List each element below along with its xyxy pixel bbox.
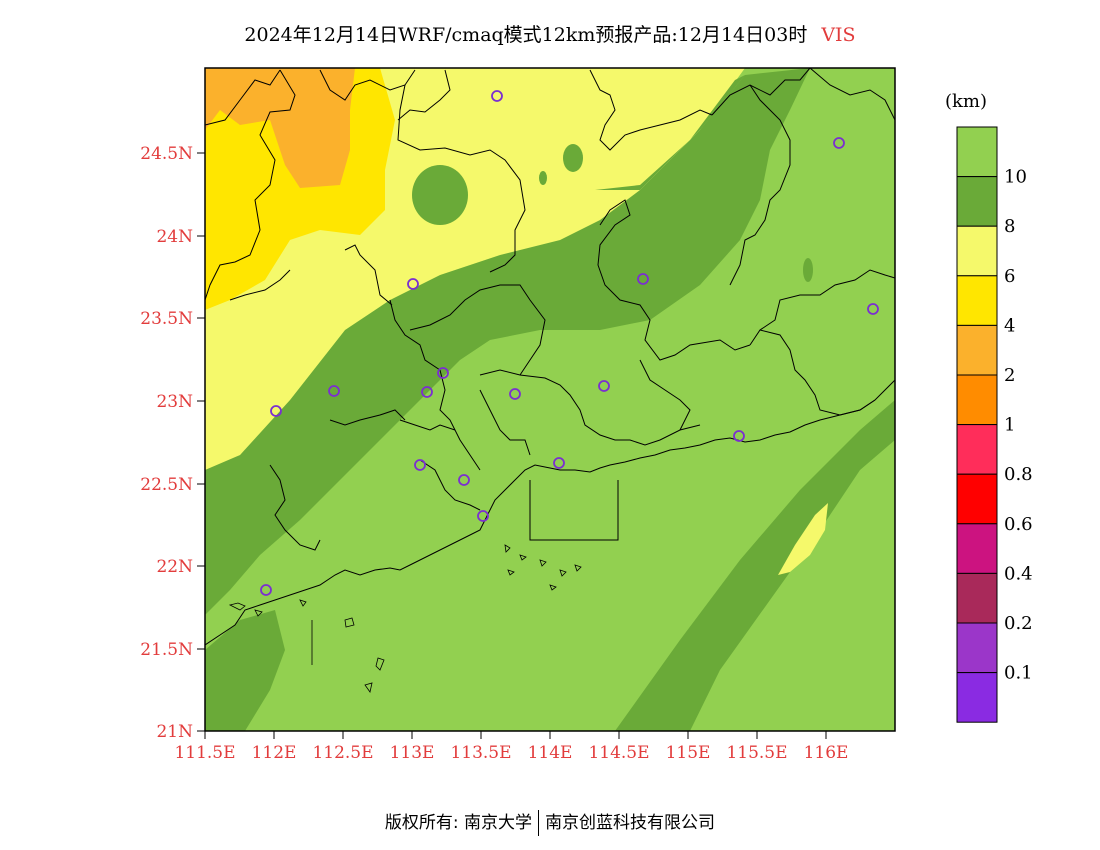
legend-swatch	[956, 176, 998, 227]
title-main: 2024年12月14日WRF/cmaq模式12km预报产品:12月14日03时	[244, 24, 808, 46]
legend-swatch	[956, 523, 998, 574]
admin-boundaries	[205, 68, 895, 551]
city-marker	[437, 367, 449, 379]
x-tick-label: 112E	[252, 743, 297, 763]
y-tick-label: 23N	[156, 392, 193, 412]
city-marker	[270, 405, 282, 417]
y-tick-label: 23.5N	[140, 309, 193, 329]
legend-label: 0.8	[1004, 464, 1033, 485]
x-tick-label: 114.5E	[588, 743, 649, 763]
city-marker	[733, 430, 745, 442]
vis-patch-8-10-e	[412, 165, 468, 225]
legend-labels: 10 8 6 4 2 1 0.8 0.6 0.4 0.2 0.1	[1004, 167, 1033, 684]
legend-label: 4	[1004, 315, 1015, 336]
city-marker	[598, 380, 610, 392]
x-tick-label: 113E	[390, 743, 435, 763]
x-tick-label: 116E	[804, 743, 849, 763]
city-marker	[867, 303, 879, 315]
city-marker	[477, 510, 489, 522]
title-variable: VIS	[821, 24, 856, 46]
legend-label: 0.6	[1004, 514, 1033, 535]
legend-swatch	[956, 126, 998, 178]
city-marker	[328, 385, 340, 397]
vis-region-8-10-southwest	[205, 610, 285, 731]
footer-divider	[538, 810, 540, 836]
legend-swatch	[956, 622, 998, 674]
legend-label: 0.1	[1004, 663, 1033, 684]
city-marker	[833, 137, 845, 149]
copyright-footer: 版权所有: 南京大学 南京创蓝科技有限公司	[0, 808, 1100, 836]
y-tick-label: 22N	[156, 557, 193, 577]
legend-swatch	[956, 672, 998, 723]
city-markers	[260, 90, 879, 596]
map-title: 2024年12月14日WRF/cmaq模式12km预报产品:12月14日03时 V…	[0, 20, 1100, 47]
x-tick-label: 115E	[666, 743, 711, 763]
vis-patch-8-10-d	[803, 258, 813, 282]
city-marker	[414, 459, 426, 471]
y-tick-label: 21N	[156, 722, 193, 742]
vis-region-8-10-southeast	[615, 400, 895, 731]
city-marker	[509, 388, 521, 400]
y-tick-label: 24.5N	[140, 144, 193, 164]
legend-label: 10	[1004, 167, 1027, 188]
x-tick-label: 111.5E	[174, 743, 235, 763]
city-marker	[637, 273, 649, 285]
y-tick-label: 24N	[156, 227, 193, 247]
x-tick-label: 114E	[528, 743, 573, 763]
city-marker	[491, 90, 503, 102]
legend-label: 6	[1004, 266, 1015, 287]
legend-unit: (km)	[945, 91, 987, 112]
city-marker	[260, 584, 272, 596]
legend-label: 2	[1004, 365, 1015, 386]
vis-patch-6-8-southeast	[778, 503, 828, 575]
x-tick-label: 112.5E	[312, 743, 373, 763]
legend-swatch	[956, 275, 998, 326]
legend-swatch	[956, 324, 998, 376]
legend-swatches	[956, 126, 998, 723]
vis-region-8-10-central	[205, 68, 810, 615]
legend-label: 1	[1004, 415, 1015, 436]
legend-label: 8	[1004, 216, 1015, 237]
legend-swatch	[956, 424, 998, 475]
coastline	[205, 379, 895, 646]
legend-swatch	[956, 572, 998, 624]
vis-patch-8-10-f	[563, 144, 583, 172]
city-marker	[421, 386, 433, 398]
y-tick-label: 21.5N	[140, 640, 193, 660]
legend-label: 0.4	[1004, 563, 1033, 584]
copyright-left: 版权所有: 南京大学	[384, 813, 533, 833]
y-tick-label: 22.5N	[140, 475, 193, 495]
x-axis: 111.5E 112E 112.5E 113E 113.5E 114E 114.…	[174, 731, 848, 763]
copyright-right: 南京创蓝科技有限公司	[545, 813, 716, 833]
legend-swatch	[956, 473, 998, 525]
x-tick-label: 113.5E	[450, 743, 511, 763]
legend-swatch	[956, 374, 998, 426]
islands	[228, 544, 582, 693]
y-axis: 24.5N 24N 23.5N 23N 22.5N 22N 21.5N 21N	[140, 144, 205, 742]
x-tick-label: 115.5E	[726, 743, 787, 763]
vis-patch-8-10-g	[539, 171, 547, 185]
city-marker	[407, 278, 419, 290]
legend-swatch	[956, 225, 998, 277]
visibility-field	[205, 68, 895, 731]
legend: (km) 10 8 6 4 2 1 0.8 0.6 0.4 0.2 0.1	[945, 91, 1033, 723]
city-marker	[458, 474, 470, 486]
legend-label: 0.2	[1004, 613, 1033, 634]
vis-region-2-4-northwest	[205, 68, 355, 188]
city-marker	[553, 457, 565, 469]
